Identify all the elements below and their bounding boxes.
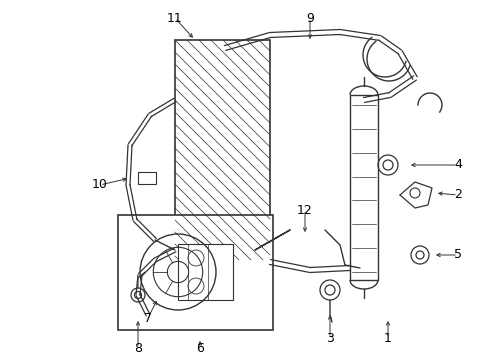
Text: 4: 4 [453, 158, 461, 171]
Text: 9: 9 [305, 12, 313, 24]
Text: 2: 2 [453, 189, 461, 202]
Text: 3: 3 [325, 332, 333, 345]
Bar [349, 95, 377, 280]
Text: 10: 10 [92, 179, 108, 192]
Bar [118, 215, 272, 330]
Bar [178, 244, 232, 300]
Text: 5: 5 [453, 248, 461, 261]
Text: 12: 12 [297, 203, 312, 216]
Text: 6: 6 [196, 342, 203, 355]
Text: 8: 8 [134, 342, 142, 355]
Bar [175, 40, 269, 260]
Bar [138, 172, 156, 184]
Text: 7: 7 [143, 311, 152, 324]
Text: 11: 11 [167, 12, 183, 24]
Text: 1: 1 [383, 332, 391, 345]
